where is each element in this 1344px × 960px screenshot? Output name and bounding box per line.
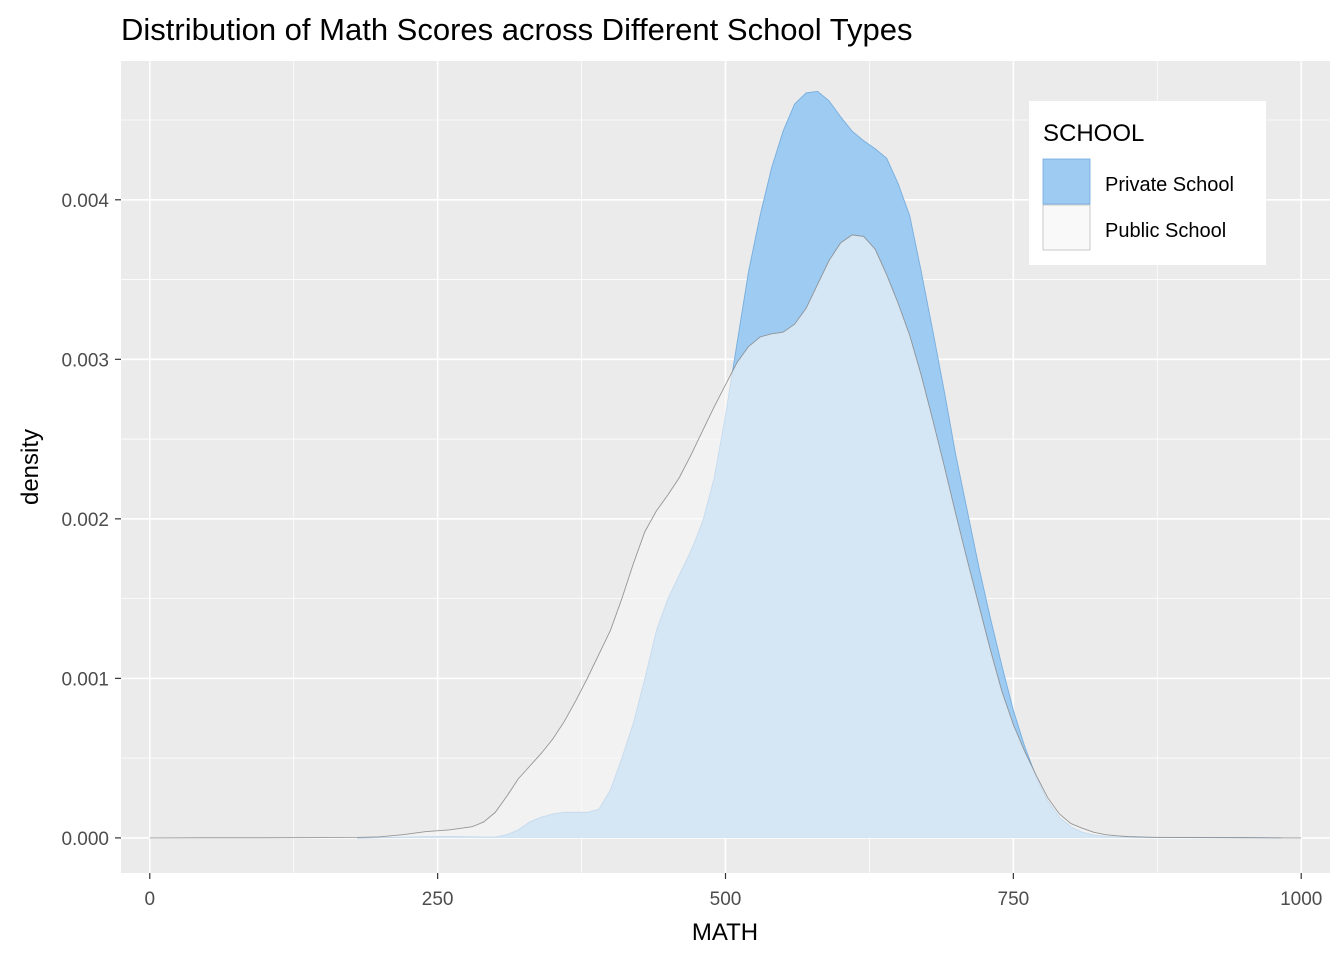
x-axis-title: MATH xyxy=(692,919,758,946)
x-axis-ticks: 0 250 500 750 1000 xyxy=(144,873,1322,910)
y-tick-label: 0.004 xyxy=(61,191,109,212)
legend-key-private-school xyxy=(1042,158,1091,205)
legend-label-private-school: Private School xyxy=(1105,174,1234,196)
y-axis-title: density xyxy=(17,429,44,505)
legend-label-public-school: Public School xyxy=(1105,220,1226,242)
y-tick-label: 0.001 xyxy=(61,669,109,690)
y-tick-label: 0.003 xyxy=(61,350,109,371)
x-tick-label: 250 xyxy=(422,889,454,910)
y-tick-label: 0.000 xyxy=(61,829,109,850)
x-tick-label: 750 xyxy=(998,889,1030,910)
x-tick-label: 1000 xyxy=(1280,889,1322,910)
density-areas xyxy=(149,90,1302,839)
chart-title: Distribution of Math Scores across Diffe… xyxy=(121,12,912,47)
legend-key-public-school xyxy=(1042,204,1091,251)
density-area-public-school xyxy=(149,234,1302,838)
legend-title: SCHOOL xyxy=(1043,120,1144,147)
y-tick-label: 0.002 xyxy=(61,510,109,531)
density-outline-public-school xyxy=(149,234,1302,839)
x-tick-label: 0 xyxy=(144,889,155,910)
x-tick-label: 500 xyxy=(710,889,742,910)
legend: SCHOOL Private School Public School xyxy=(1029,101,1266,265)
y-axis-ticks: 0.000 0.001 0.002 0.003 0.004 xyxy=(61,191,121,850)
